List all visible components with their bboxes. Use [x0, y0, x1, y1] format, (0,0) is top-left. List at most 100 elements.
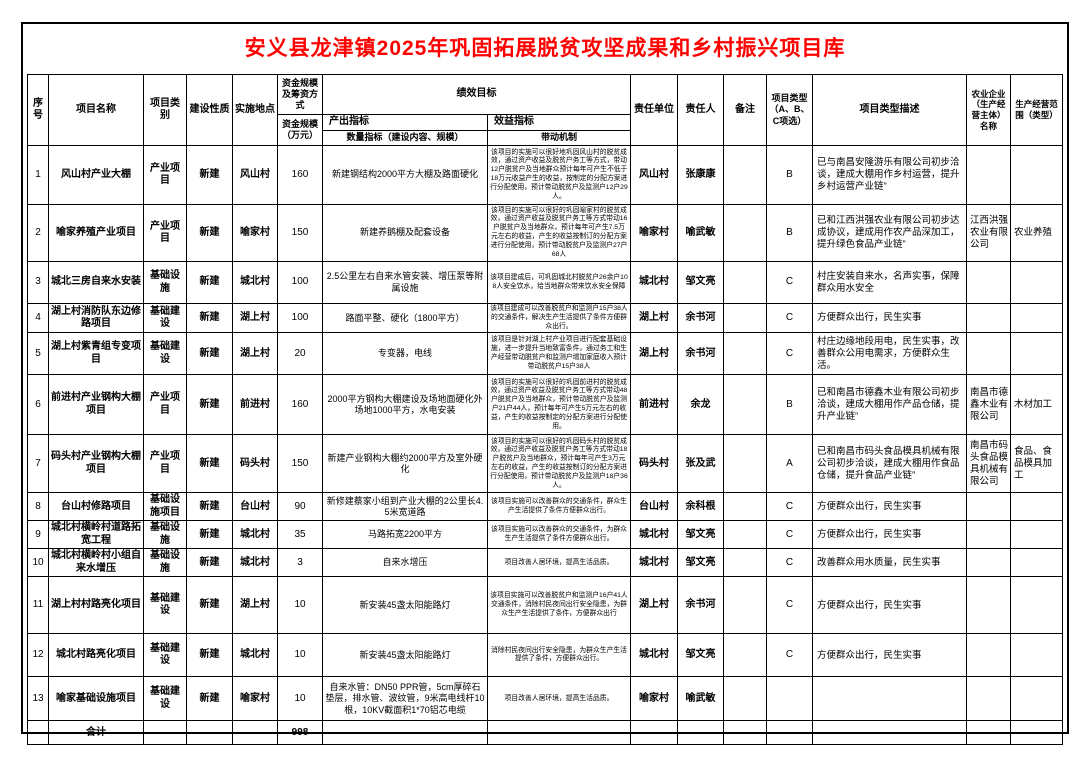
cell-enterprise	[966, 492, 1011, 522]
cell-category: 产业项目	[143, 204, 187, 262]
cell-nature: 新建	[186, 576, 233, 635]
total-empty-cell	[630, 720, 678, 746]
cell-person: 余科根	[677, 492, 724, 522]
total-empty-cell	[812, 720, 967, 746]
table-row: 11 湖上村村路亮化项目 基础建设 新建 湖上村 10 新安装45盏太阳能路灯 该项目实施可以…	[27, 576, 1063, 635]
cell-name: 湖上村紫青组专变项目	[48, 332, 144, 376]
cell-note	[723, 302, 767, 334]
cell-note	[723, 204, 767, 262]
cell-benefit: 该项目是针对湖上村产业项目进行配套基础设施，进一步提升当地致富条件，通过务工和生…	[487, 332, 631, 376]
table-row: 2 喻家养殖产业项目 产业项目 新建 喻家村 150 新建养鹅棚及配套设备 该项目的实施可以很…	[27, 204, 1063, 262]
header-output: 数量指标（建设内容、规模）	[322, 130, 488, 146]
total-label: 合计	[48, 720, 144, 746]
cell-type	[766, 676, 813, 722]
total-fund: 998	[277, 720, 323, 746]
cell-unit: 湖上村	[630, 332, 678, 376]
cell-type: C	[766, 576, 813, 635]
cell-nature: 新建	[186, 520, 233, 550]
cell-category: 基础设施	[143, 261, 187, 304]
cell-type: C	[766, 492, 813, 522]
cell-fund: 10	[277, 676, 323, 722]
document-page: 安义县龙津镇2025年巩固拓展脱贫攻坚成果和乡村振兴项目库 序号 项目名称 项目…	[21, 22, 1069, 746]
header-type: 项目类型（A、B、C项选）	[766, 74, 813, 146]
cell-nature: 新建	[186, 261, 233, 304]
cell-seq: 4	[27, 302, 49, 334]
cell-nature: 新建	[186, 548, 233, 578]
cell-fund: 3	[277, 548, 323, 578]
cell-type_desc: 村庄安装自来水，名声实事，保障群众用水安全	[812, 261, 967, 304]
cell-output: 专变器，电线	[322, 332, 488, 376]
cell-location: 台山村	[232, 492, 278, 522]
cell-location: 码头村	[232, 434, 278, 494]
cell-benefit: 项目改善人居环境，提高生活品质。	[487, 676, 631, 722]
cell-unit: 喻家村	[630, 204, 678, 262]
cell-nature: 新建	[186, 434, 233, 494]
cell-seq: 9	[27, 520, 49, 550]
cell-type: C	[766, 548, 813, 578]
cell-category: 基础设施	[143, 548, 187, 578]
cell-type_desc: 方便群众出行，民生实事	[812, 492, 967, 522]
cell-scope	[1010, 302, 1063, 334]
cell-fund: 150	[277, 204, 323, 262]
cell-type: C	[766, 520, 813, 550]
cell-scope: 木材加工	[1010, 374, 1063, 436]
cell-fund: 35	[277, 520, 323, 550]
cell-location: 风山村	[232, 145, 278, 205]
cell-name: 前进村产业钢构大棚项目	[48, 374, 144, 436]
cell-unit: 台山村	[630, 492, 678, 522]
cell-seq: 2	[27, 204, 49, 262]
cell-unit: 城北村	[630, 633, 678, 678]
cell-fund: 10	[277, 633, 323, 678]
cell-location: 前进村	[232, 374, 278, 436]
cell-name: 城北村横岭村道路拓宽工程	[48, 520, 144, 550]
cell-note	[723, 676, 767, 722]
table-row: 10 城北村横岭村小组自来水增压 基础设施 新建 城北村 3 自来水增压 项目改善人居环境，提…	[27, 548, 1063, 578]
cell-type_desc: 方便群众出行，民生实事	[812, 576, 967, 635]
cell-enterprise	[966, 145, 1011, 205]
cell-seq: 5	[27, 332, 49, 376]
cell-location: 湖上村	[232, 332, 278, 376]
cell-output: 自来水增压	[322, 548, 488, 578]
cell-seq: 10	[27, 548, 49, 578]
table-row: 12 城北村路亮化项目 基础建设 新建 城北村 10 新安装45盏太阳能路灯 消除村民夜间出行…	[27, 633, 1063, 678]
cell-benefit: 该项目的实施可以很好的巩固码头村的脱贫成效，通过资产收益及脱贫户务工等方式带动1…	[487, 434, 631, 494]
cell-scope	[1010, 261, 1063, 304]
cell-type: C	[766, 633, 813, 678]
cell-benefit: 该项目的实施可以很好地巩固风山村的脱贫成效，通过资产收益及脱贫户务工等方式，带动…	[487, 145, 631, 205]
project-table: 序号 项目名称 项目类别 建设性质 实施地点 资金规模及筹资方式 绩效目标 责任…	[27, 74, 1063, 746]
cell-benefit: 该项目建成后，可巩固城北村脱贫户26余户108人安全饮水，给当地群众带来饮水安全…	[487, 261, 631, 304]
header-fund-group: 资金规模及筹资方式	[277, 74, 323, 115]
cell-type_desc: 村庄边缘地段用电，民生实事，改善群众公用电需求，方便群众生活。	[812, 332, 967, 376]
cell-unit: 城北村	[630, 548, 678, 578]
table-row: 3 城北三房自来水安装 基础设施 新建 城北村 100 2.5公里左右自来水管安装、增压泵等…	[27, 261, 1063, 304]
cell-benefit: 该项目实施可以改善群众的交通条件，为群众生产生活提供了条件方便群众出行。	[487, 520, 631, 550]
header-scope: 生产经营范围（类型）	[1010, 74, 1063, 146]
cell-unit: 喻家村	[630, 676, 678, 722]
cell-output: 马路拓宽2200平方	[322, 520, 488, 550]
cell-person: 邹文亮	[677, 261, 724, 304]
cell-unit: 城北村	[630, 520, 678, 550]
total-empty-cell	[1010, 720, 1063, 746]
cell-nature: 新建	[186, 302, 233, 334]
cell-category: 基础建设	[143, 576, 187, 635]
cell-enterprise: 南昌市码头食品模具机械有限公司	[966, 434, 1011, 494]
cell-location: 湖上村	[232, 576, 278, 635]
cell-unit: 前进村	[630, 374, 678, 436]
cell-person: 张及武	[677, 434, 724, 494]
total-empty-cell	[143, 720, 187, 746]
total-empty-cell	[186, 720, 233, 746]
total-empty-cell	[487, 720, 631, 746]
total-row: 合计 998	[27, 720, 1063, 746]
cell-enterprise	[966, 261, 1011, 304]
cell-output: 新建养鹅棚及配套设备	[322, 204, 488, 262]
cell-output: 新修建蔡家小组到产业大棚的2公里长4.5米宽道路	[322, 492, 488, 522]
cell-location: 城北村	[232, 520, 278, 550]
cell-enterprise: 江西洪强农业有限公司	[966, 204, 1011, 262]
cell-output: 2000平方钢构大棚建设及场地面硬化外场地1000平方，水电安装	[322, 374, 488, 436]
cell-unit: 湖上村	[630, 576, 678, 635]
cell-enterprise	[966, 576, 1011, 635]
cell-scope	[1010, 332, 1063, 376]
cell-location: 喻家村	[232, 676, 278, 722]
cell-scope	[1010, 492, 1063, 522]
cell-fund: 20	[277, 332, 323, 376]
